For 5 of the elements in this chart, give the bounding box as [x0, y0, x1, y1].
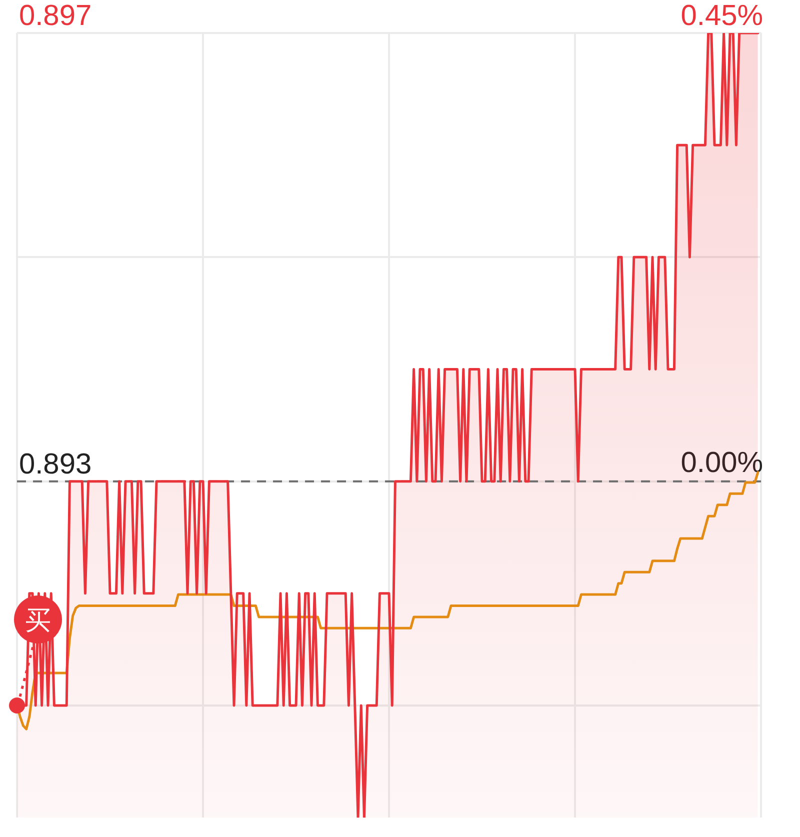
y2-tick-label: 0.45%	[680, 0, 763, 32]
annotation: 买	[25, 604, 51, 634]
y-tick-label: 0.893	[19, 448, 92, 480]
y-tick-label: 0.897	[19, 0, 92, 32]
y2-tick-label: 0.00%	[680, 446, 763, 479]
